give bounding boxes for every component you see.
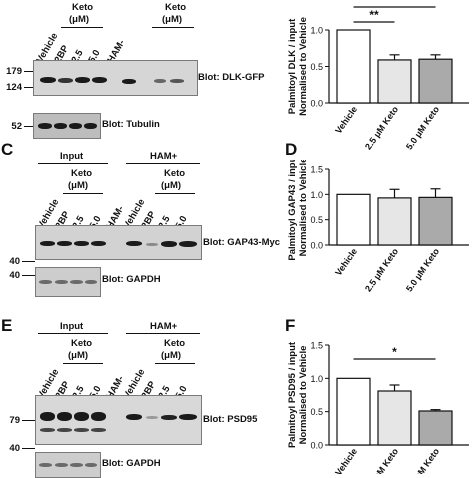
y-axis-label: Palmitoyl DLK / input bbox=[287, 18, 298, 114]
y-axis-label: Normalised to Vehicle bbox=[298, 17, 309, 116]
bar bbox=[336, 193, 371, 246]
bar bbox=[418, 58, 453, 104]
category-label: 5.0 μM Keto bbox=[404, 446, 441, 474]
mw-marker: 124 bbox=[6, 82, 22, 93]
category-label: 5.0 μM Keto bbox=[404, 104, 441, 150]
blot-label-gapdh: Blot: GAPDH bbox=[102, 458, 161, 469]
y-tick-label: 1.5 bbox=[310, 341, 323, 351]
mw-tick bbox=[22, 420, 35, 421]
bar bbox=[377, 59, 412, 104]
y-tick-label: 0.5 bbox=[310, 215, 323, 225]
y-tick-label: 1.0 bbox=[310, 190, 323, 200]
blot-label-gapdh: Blot: GAPDH bbox=[102, 274, 161, 285]
keto-label-left: Keto bbox=[72, 2, 94, 13]
chart-d-palmitoyl-gap43: 0.0 0.5 1.0 1.5 Palmitoyl GAP43 / input Norma… bbox=[287, 160, 469, 294]
category-label: 2.5 μM Keto bbox=[363, 446, 400, 474]
um-label-right: (μM) bbox=[162, 14, 183, 25]
y-axis-label: Normalised to Vehicle bbox=[298, 346, 309, 445]
mw-tick bbox=[24, 71, 33, 72]
blot-label-dlk: Blot: DLK-GFP bbox=[198, 72, 265, 83]
chart-f-palmitoyl-psd95: 0.0 0.5 1.0 1.5 Palmitoyl PSD95 / input Norma… bbox=[287, 341, 469, 474]
input-label: Input bbox=[60, 151, 84, 162]
blot-gap43-myc bbox=[35, 225, 202, 260]
y-tick-label: 1.0 bbox=[310, 26, 323, 36]
blot-label-gap43: Blot: GAP43-Myc bbox=[203, 237, 281, 248]
bar bbox=[336, 29, 371, 104]
category-label: 2.5 μM Keto bbox=[363, 246, 400, 294]
chart-b-palmitoyl-dlk: 0.0 0.5 1.0 Palmitoyl DLK / input Normalised… bbox=[287, 0, 469, 150]
mw-marker: 40 bbox=[9, 443, 20, 454]
ham-label: HAM+ bbox=[150, 321, 178, 332]
y-tick-label: 0.0 bbox=[310, 99, 323, 109]
keto-underline-right bbox=[152, 27, 194, 28]
um-label-left: (μM) bbox=[68, 350, 89, 361]
um-label-right: (μM) bbox=[161, 180, 182, 191]
category-label: Vehicle bbox=[333, 446, 359, 474]
bar bbox=[418, 410, 453, 446]
y-tick-label: 0.0 bbox=[310, 241, 323, 251]
mw-tick bbox=[24, 87, 33, 88]
keto-label-right: Keto bbox=[164, 338, 186, 349]
y-tick-label: 0.0 bbox=[310, 441, 323, 451]
ham-underline bbox=[126, 163, 200, 164]
panel-letter-e: E bbox=[1, 316, 13, 335]
keto-underline-right bbox=[155, 193, 195, 194]
blot-gapdh bbox=[35, 267, 101, 297]
significance-marker: * bbox=[392, 345, 397, 359]
blot-label-tubulin: Blot: Tubulin bbox=[102, 119, 160, 130]
mw-marker: 52 bbox=[11, 121, 22, 132]
y-axis-label: Palmitoyl PSD95 / input bbox=[287, 341, 298, 448]
um-label-left: (μM) bbox=[68, 180, 89, 191]
bar bbox=[377, 390, 412, 446]
ham-label: HAM+ bbox=[150, 151, 178, 162]
keto-label-left: Keto bbox=[71, 168, 93, 179]
mw-marker: 40 bbox=[9, 270, 20, 281]
bar bbox=[336, 377, 371, 446]
mw-marker: 179 bbox=[6, 66, 22, 77]
mw-tick bbox=[22, 261, 35, 262]
mw-marker: 79 bbox=[9, 415, 20, 426]
keto-label-left: Keto bbox=[71, 338, 93, 349]
mw-tick bbox=[22, 275, 35, 276]
category-label: 5.0 μM Keto bbox=[404, 246, 441, 294]
category-label: Vehicle bbox=[333, 104, 359, 135]
blot-gapdh bbox=[35, 452, 101, 478]
significance-marker: ** bbox=[390, 0, 400, 7]
significance-marker: ** bbox=[369, 8, 379, 22]
mw-tick bbox=[22, 448, 35, 449]
category-label: 2.5 μM Keto bbox=[363, 104, 400, 150]
um-label-right: (μM) bbox=[161, 350, 182, 361]
input-underline bbox=[38, 163, 108, 164]
y-tick-label: 1.5 bbox=[310, 165, 323, 175]
keto-underline-left bbox=[63, 363, 103, 364]
input-label: Input bbox=[60, 321, 84, 332]
blot-dlk-gfp bbox=[33, 60, 198, 96]
y-axis-label: Palmitoyl GAP43 / input bbox=[287, 160, 298, 261]
y-tick-label: 1.0 bbox=[310, 374, 323, 384]
y-axis-label: Normalised to Vehicle bbox=[298, 160, 309, 256]
mw-marker: 40 bbox=[9, 256, 20, 267]
bar bbox=[418, 196, 453, 246]
y-tick-label: 0.5 bbox=[310, 407, 323, 417]
blot-label-psd95: Blot: PSD95 bbox=[203, 414, 258, 425]
keto-underline-left bbox=[63, 193, 103, 194]
keto-underline-right bbox=[155, 363, 195, 364]
um-label-left: (μM) bbox=[69, 14, 90, 25]
blot-psd95 bbox=[35, 395, 202, 445]
bar bbox=[377, 197, 412, 246]
panel-letter-c: C bbox=[1, 140, 14, 159]
mw-tick bbox=[24, 126, 33, 127]
keto-label-right: Keto bbox=[165, 2, 187, 13]
category-label: Vehicle bbox=[333, 246, 359, 277]
keto-underline-left bbox=[61, 27, 103, 28]
panel-letter-f: F bbox=[285, 316, 296, 335]
ham-underline bbox=[126, 333, 200, 334]
panel-letter-d: D bbox=[285, 140, 298, 159]
y-tick-label: 0.5 bbox=[310, 62, 323, 72]
input-underline bbox=[38, 333, 108, 334]
keto-label-right: Keto bbox=[164, 168, 186, 179]
blot-tubulin bbox=[33, 113, 101, 139]
